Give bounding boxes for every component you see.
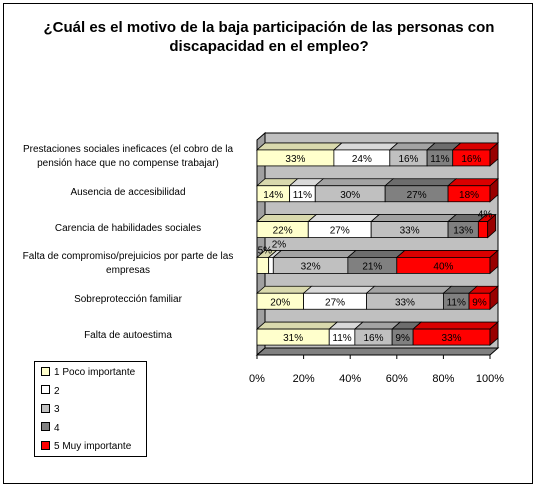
- data-label: 11%: [293, 190, 312, 201]
- bar-side-face: [489, 142, 499, 167]
- data-label: 33%: [395, 297, 415, 308]
- bar-top-face: [307, 214, 381, 222]
- legend-label: 5 Muy importante: [54, 441, 132, 452]
- legend-swatch: [41, 403, 50, 413]
- data-label: 2%: [272, 239, 287, 250]
- bar-top-face: [302, 285, 376, 294]
- legend-item: 3: [41, 403, 60, 417]
- x-tick-label: 0%: [249, 373, 265, 385]
- x-tick-label: 100%: [476, 373, 504, 385]
- category-label: Ausencia de accesibilidad: [8, 186, 248, 200]
- legend-swatch: [41, 385, 50, 395]
- x-tick-label: 60%: [386, 373, 408, 385]
- category-label-line: Sobreprotección familiar: [74, 294, 182, 306]
- data-label: 32%: [301, 261, 321, 272]
- data-label: 20%: [270, 297, 290, 308]
- bar-top-face: [255, 214, 318, 222]
- bar-segment: [256, 257, 270, 274]
- legend-label: 2: [54, 385, 60, 397]
- legend-item: 5 Muy importante: [41, 440, 131, 454]
- data-label: 16%: [363, 333, 383, 344]
- category-label-line: Prestaciones sociales ineficaces (el cob…: [22, 143, 234, 155]
- data-label: 27%: [407, 190, 427, 201]
- category-label-line: Falta de autoestima: [84, 330, 172, 342]
- data-label: 33%: [442, 333, 462, 344]
- legend: 1 Poco importante 2 3 4 5 Muy importante: [34, 361, 147, 457]
- plot-floor: [255, 347, 500, 356]
- data-label: 24%: [352, 154, 372, 165]
- bar-top-face: [255, 142, 343, 151]
- category-label-line: empresas: [106, 265, 150, 277]
- legend-swatch: [41, 440, 50, 450]
- bar-top-face: [446, 178, 500, 187]
- bar-segment: [477, 221, 489, 238]
- x-tick-label: 80%: [432, 373, 454, 385]
- data-label: 11%: [447, 297, 466, 308]
- data-label: 11%: [332, 333, 351, 344]
- category-label-line: pensión hace que no compense trabajar): [37, 157, 219, 169]
- legend-item: 1 Poco importante: [41, 366, 135, 380]
- bar-top-face: [370, 214, 458, 222]
- bar-top-face: [332, 142, 399, 151]
- category-label: Prestaciones sociales ineficaces (el cob…: [8, 143, 248, 171]
- bar-side-face: [487, 213, 497, 239]
- bar-segment: [268, 257, 274, 274]
- bar-top-face: [255, 285, 313, 294]
- legend-swatch: [41, 422, 50, 432]
- data-label: 40%: [433, 261, 453, 272]
- legend-label: 4: [54, 422, 60, 434]
- data-label: 22%: [273, 226, 293, 237]
- legend-label: 1 Poco importante: [54, 367, 136, 378]
- legend-item: 2: [41, 385, 60, 399]
- chart-title-line-2: discapacidad en el empleo?: [169, 38, 369, 55]
- bar-side-face: [489, 177, 499, 203]
- data-label: 31%: [283, 333, 303, 344]
- data-label: 30%: [340, 190, 360, 201]
- legend-item: 4: [41, 422, 60, 436]
- data-label: 16%: [398, 154, 418, 165]
- category-label: Carencia de habilidades sociales: [8, 222, 248, 236]
- data-label: 18%: [459, 190, 479, 201]
- bar-side-face: [489, 321, 499, 346]
- data-label: 33%: [285, 154, 305, 165]
- bar-top-face: [384, 178, 458, 187]
- bar-top-face: [255, 321, 339, 330]
- category-label: Falta de compromiso/prejuicios por parte…: [8, 250, 248, 278]
- bar-top-face: [272, 250, 357, 258]
- category-label: Falta de autoestima: [8, 329, 248, 343]
- bar-top-face: [314, 178, 395, 187]
- data-label: 9%: [472, 297, 487, 308]
- data-label: 33%: [400, 226, 420, 237]
- bar-side-face: [489, 249, 499, 275]
- bar-side-face: [489, 285, 499, 311]
- category-label-line: Carencia de habilidades sociales: [54, 222, 202, 234]
- data-label: 16%: [461, 154, 481, 165]
- data-label: 11%: [430, 154, 449, 165]
- bar-top-face: [412, 321, 500, 330]
- category-label: Sobreprotección familiar: [8, 293, 248, 307]
- bar-top-face: [395, 250, 500, 258]
- bar-top-face: [365, 285, 453, 294]
- data-label: 27%: [325, 297, 345, 308]
- legend-label: 3: [54, 404, 60, 415]
- data-label: 27%: [330, 226, 350, 237]
- x-tick-label: 40%: [339, 373, 361, 385]
- category-label-line: Falta de compromiso/prejuicios por parte…: [22, 251, 234, 263]
- data-label: 4%: [478, 210, 493, 221]
- data-label: 21%: [362, 261, 382, 272]
- legend-swatch: [41, 366, 50, 376]
- bar-top-face: [346, 250, 406, 258]
- data-label: 13%: [453, 226, 473, 237]
- data-label: 9%: [395, 333, 410, 344]
- data-label: 5%: [258, 245, 273, 256]
- chart-title-line-1: ¿Cuál es el motivo de la baja participac…: [43, 19, 495, 36]
- category-label-line: Ausencia de accesibilidad: [70, 186, 186, 198]
- data-label: 14%: [263, 190, 283, 201]
- x-tick-label: 20%: [293, 373, 315, 385]
